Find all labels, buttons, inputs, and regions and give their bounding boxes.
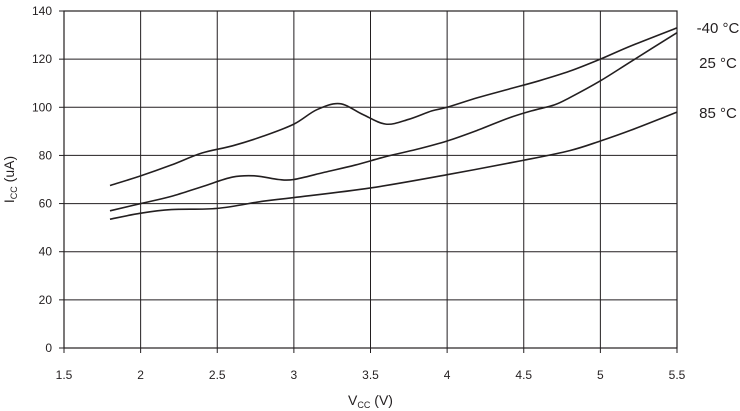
ticks: 1.5 2 2.5 3 3.5 4 4.5 5 5.5 0 20 40 60 80 100 120 140 (32, 4, 686, 382)
series-line-1 (109, 31, 678, 212)
grid (64, 11, 677, 348)
x-axis-label: VCC (V) (348, 392, 393, 410)
x-axis-label-main: V (348, 392, 358, 408)
y-axis-label: ICC (uA) (1, 156, 19, 203)
legend-label-1: 25 °C (699, 55, 737, 72)
series-line-0 (109, 27, 678, 187)
x-tick-label: 5.5 (669, 368, 686, 382)
x-tick-label: 2.5 (209, 368, 226, 382)
y-axis-label-main: I (1, 199, 17, 203)
y-tick-label: 100 (32, 100, 52, 114)
y-axis-label-sub: CC (9, 186, 19, 199)
x-tick-label: 4.5 (515, 368, 532, 382)
x-axis-label-unit: (V) (370, 392, 393, 408)
x-tick-label: 4 (444, 368, 451, 382)
y-tick-label: 60 (39, 197, 53, 211)
series-lines (109, 27, 678, 221)
x-tick-label: 1.5 (56, 368, 73, 382)
plot-frame (63, 10, 678, 349)
x-tick-label: 5 (597, 368, 604, 382)
legend-label-2: 85 °C (699, 105, 737, 122)
y-tick-label: 140 (32, 4, 52, 18)
y-axis-label-unit: (uA) (1, 156, 17, 186)
y-tick-label: 120 (32, 52, 52, 66)
legend-label-0: -40 °C (697, 20, 740, 37)
y-tick-label: 80 (39, 148, 53, 162)
x-tick-label: 2 (137, 368, 144, 382)
series-line-2 (109, 111, 678, 221)
x-tick-label: 3 (291, 368, 298, 382)
x-tick-label: 3.5 (362, 368, 379, 382)
y-tick-label: 40 (39, 245, 53, 259)
y-tick-label: 0 (45, 341, 52, 355)
x-axis-label-sub: CC (357, 400, 370, 410)
legend: -40 °C 25 °C 85 °C (697, 20, 740, 122)
y-tick-label: 20 (39, 293, 53, 307)
